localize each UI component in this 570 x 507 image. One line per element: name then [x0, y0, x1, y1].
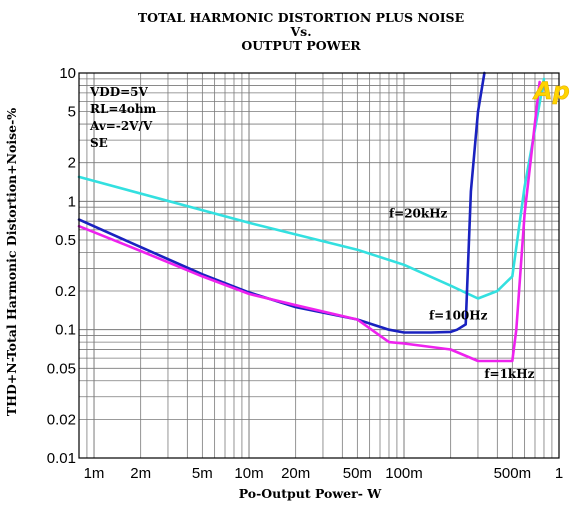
x-axis-label: Po-Output Power- W	[239, 486, 383, 501]
y-axis-label: THD+N-Total Harmonic Distortion+Noise-%	[4, 108, 19, 416]
series-line-1	[77, 77, 546, 300]
y-tick-label: 2	[68, 155, 76, 172]
x-tick-label: 5m	[192, 465, 213, 482]
y-tick-label: 0.05	[47, 360, 76, 377]
ap-logo: Ap	[532, 77, 570, 105]
y-tick-label: 1	[68, 193, 76, 210]
test-conditions: VDD=5V RL=4ohm Av=-2V/V SE	[89, 85, 157, 150]
y-tick-label: 5	[68, 104, 76, 121]
chart-title-line-2: Vs.	[289, 24, 311, 39]
series-line-3	[77, 80, 541, 363]
grid-lines	[78, 72, 560, 459]
x-tick-labels: 1m 2m 5m 10m 20m 50m 100m 500m 1	[84, 465, 564, 482]
annotation-av: Av=-2V/V	[89, 119, 153, 133]
x-tick-label: 1	[555, 465, 563, 482]
x-tick-label: 100m	[385, 465, 423, 482]
x-tick-label: 500m	[494, 465, 532, 482]
y-tick-label: 0.02	[47, 411, 76, 428]
y-tick-labels: 10 5 2 1 0.5 0.2 0.1 0.05 0.02 0.01	[47, 65, 76, 467]
series-label: f=100Hz	[429, 309, 488, 323]
plot-frame	[78, 72, 560, 459]
series-layer	[77, 71, 546, 363]
annotation-se: SE	[90, 136, 108, 150]
chart-title: TOTAL HARMONIC DISTORTION PLUS NOISE Vs.…	[138, 10, 464, 53]
x-tick-label: 1m	[84, 465, 105, 482]
series-labels: f=20kHz f=100Hz f=1kHz	[389, 206, 535, 381]
chart-title-line-3: OUTPUT POWER	[241, 38, 361, 53]
y-tick-label: 0.2	[55, 283, 76, 300]
annotation-vdd: VDD=5V	[89, 85, 149, 99]
series-label: f=1kHz	[484, 367, 534, 381]
x-tick-label: 2m	[130, 465, 151, 482]
y-tick-label: 0.01	[47, 450, 76, 467]
x-tick-label: 20m	[281, 465, 310, 482]
series-label: f=20kHz	[389, 206, 448, 220]
y-tick-label: 0.1	[55, 322, 76, 339]
annotation-rl: RL=4ohm	[90, 102, 157, 116]
x-tick-label: 50m	[343, 465, 372, 482]
y-tick-label: 10	[59, 65, 76, 82]
x-tick-label: 10m	[234, 465, 263, 482]
y-tick-label: 0.5	[55, 232, 76, 249]
series-line-2	[77, 71, 486, 334]
chart-title-line-1: TOTAL HARMONIC DISTORTION PLUS NOISE	[138, 10, 464, 25]
